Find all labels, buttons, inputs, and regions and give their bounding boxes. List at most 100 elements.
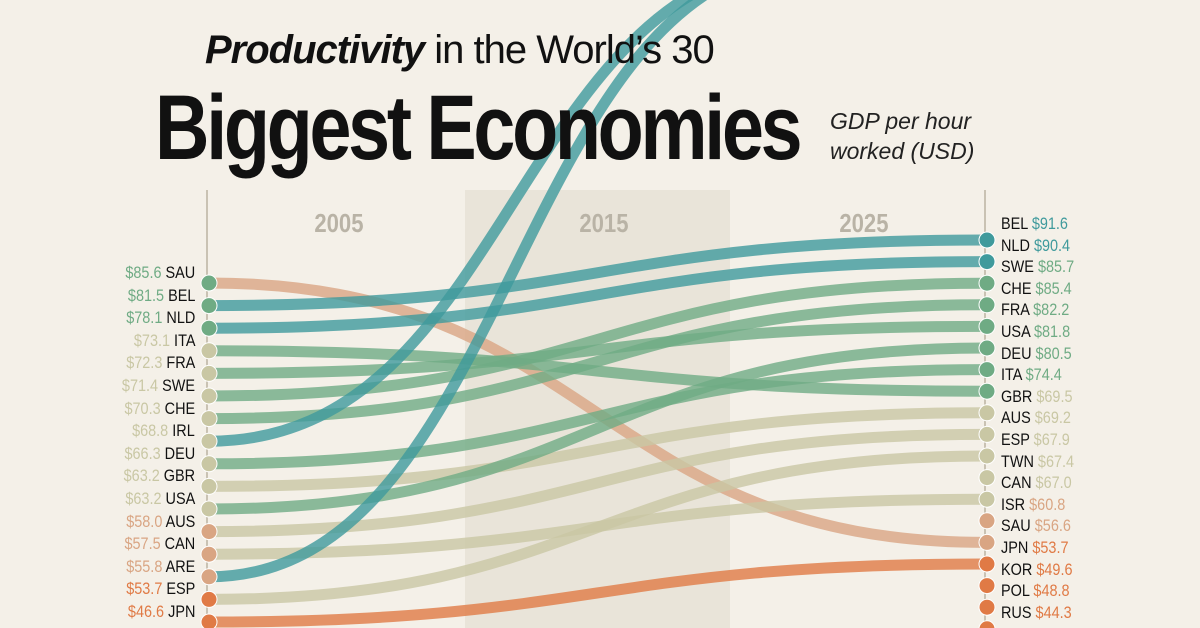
label-2005-gbr: $63.2 GBR bbox=[123, 466, 195, 486]
flag-icon-fra-2005 bbox=[200, 364, 218, 382]
value: $81.5 bbox=[127, 285, 164, 305]
value: $60.8 bbox=[1029, 494, 1066, 514]
label-2025-usa: USA $81.8 bbox=[1001, 322, 1070, 342]
country-code: KOR bbox=[1001, 559, 1033, 579]
label-2005-ita: $73.1 ITA bbox=[133, 331, 195, 351]
label-2025-aus: AUS $69.2 bbox=[1001, 408, 1071, 428]
country-code: SAU bbox=[1001, 516, 1031, 536]
column-label-2025: 2025 bbox=[839, 208, 889, 238]
value: $78.1 bbox=[125, 308, 163, 328]
ribbon-esp bbox=[208, 450, 986, 605]
value: $49.6 bbox=[1036, 559, 1073, 579]
value: $56.6 bbox=[1034, 516, 1071, 536]
flag-icon-nld-2025 bbox=[978, 253, 996, 271]
country-code: NLD bbox=[1001, 235, 1030, 255]
label-2025-ita: ITA $74.4 bbox=[1001, 365, 1062, 385]
label-2025-esp: ESP $67.9 bbox=[1001, 430, 1070, 450]
value: $85.4 bbox=[1035, 278, 1072, 298]
country-code: NLD bbox=[166, 308, 195, 328]
country-code: ESP bbox=[166, 579, 195, 599]
label-2005-bel: $81.5 BEL bbox=[127, 286, 195, 306]
label-2025-jpn: JPN $53.7 bbox=[1001, 538, 1068, 558]
value: $70.3 bbox=[124, 398, 161, 418]
flag-icon-aus-2025 bbox=[978, 425, 996, 443]
ribbon-gbr bbox=[208, 407, 986, 492]
label-2005-fra: $72.3 FRA bbox=[126, 353, 195, 373]
ribbon-usa bbox=[208, 342, 986, 515]
country-code: ISR bbox=[1001, 494, 1026, 514]
column-label-2015: 2015 bbox=[579, 208, 629, 238]
label-2005-che: $70.3 CHE bbox=[124, 399, 195, 419]
value: $81.8 bbox=[1033, 322, 1071, 341]
value: $63.2 bbox=[125, 489, 162, 508]
flag-icon-sau-2025 bbox=[978, 533, 996, 551]
value: $57.5 bbox=[124, 534, 161, 554]
value: $58.0 bbox=[125, 511, 163, 531]
flag-icon-swe-2005 bbox=[200, 387, 218, 405]
label-2025-bel: BEL $91.6 bbox=[1001, 214, 1068, 234]
country-code: ITA bbox=[1001, 365, 1022, 385]
country-code: AUS bbox=[165, 511, 195, 531]
country-code: AUS bbox=[1001, 408, 1031, 428]
label-2025-che: CHE $85.4 bbox=[1001, 279, 1072, 299]
flag-icon-swe-2025 bbox=[978, 274, 996, 292]
flag-icon-fra-2025 bbox=[978, 317, 996, 335]
label-2005-usa: $63.2 USA bbox=[125, 489, 195, 509]
flag-icon-nld-2005 bbox=[200, 319, 218, 337]
flag-icon-esp-2005 bbox=[200, 590, 218, 608]
value: $71.4 bbox=[121, 376, 159, 395]
value: $82.2 bbox=[1033, 300, 1070, 320]
country-code: BEL bbox=[1001, 214, 1028, 233]
value: $68.8 bbox=[132, 421, 169, 441]
flag-icon-twn-2025 bbox=[978, 469, 996, 487]
flag-icon-kor-2025 bbox=[978, 577, 996, 595]
label-2005-aus: $58.0 AUS bbox=[126, 512, 195, 532]
flag-icon-pol-2025 bbox=[978, 598, 996, 616]
ribbon-aus bbox=[208, 428, 986, 538]
country-code: CAN bbox=[164, 534, 195, 554]
value: $73.1 bbox=[133, 330, 170, 350]
country-code: SWE bbox=[162, 376, 195, 395]
country-code: USA bbox=[1001, 322, 1030, 341]
country-code: ARE bbox=[165, 556, 195, 576]
flag-icon-bel-2025 bbox=[978, 231, 996, 249]
flag-icon-usa-2025 bbox=[978, 339, 996, 357]
ribbon-bel bbox=[208, 234, 986, 312]
flag-icon-ita-2025 bbox=[978, 382, 996, 400]
chart-title-line1: Productivity in the World’s 30 bbox=[205, 28, 715, 73]
country-code: DEU bbox=[1001, 343, 1032, 363]
flag-icon-che-2005 bbox=[200, 410, 218, 428]
value: $85.7 bbox=[1037, 257, 1075, 277]
value: $53.7 bbox=[125, 579, 163, 599]
country-code: FRA bbox=[1001, 300, 1030, 320]
chart-title-main: Biggest Economies bbox=[155, 77, 803, 179]
flag-icon-isr-2025 bbox=[978, 512, 996, 530]
label-2005-irl: $68.8 IRL bbox=[132, 421, 195, 441]
flag-icon-can-2025 bbox=[978, 490, 996, 508]
ribbon-deu bbox=[208, 364, 986, 470]
ribbon-fra bbox=[208, 320, 986, 379]
label-2025-kor: KOR $49.6 bbox=[1001, 560, 1073, 580]
ribbon-ita bbox=[208, 345, 986, 397]
label-2005-can: $57.5 CAN bbox=[124, 534, 195, 554]
flag-icon-deu-2025 bbox=[978, 361, 996, 379]
value: $66.3 bbox=[124, 443, 161, 463]
country-code: JPN bbox=[167, 602, 195, 621]
label-2005-esp: $53.7 ESP bbox=[126, 579, 195, 599]
flag-icon-che-2025 bbox=[978, 296, 996, 314]
label-2025-swe: SWE $85.7 bbox=[1001, 257, 1074, 277]
value: $44.3 bbox=[1035, 602, 1072, 622]
country-code: SAU bbox=[165, 263, 195, 282]
country-code: CHE bbox=[1001, 278, 1032, 298]
value: $90.4 bbox=[1033, 235, 1071, 255]
country-code: ITA bbox=[173, 330, 195, 350]
ribbon-che bbox=[208, 299, 986, 425]
flag-icon-irl-2005 bbox=[200, 432, 218, 450]
value: $91.6 bbox=[1031, 214, 1068, 233]
value: $48.8 bbox=[1033, 581, 1070, 601]
label-2025-can: CAN $67.0 bbox=[1001, 473, 1072, 493]
label-2005-deu: $66.3 DEU bbox=[124, 444, 195, 464]
label-2025-deu: DEU $80.5 bbox=[1001, 344, 1072, 364]
value: $63.2 bbox=[123, 466, 160, 486]
flag-icon-are-2005 bbox=[200, 568, 218, 586]
